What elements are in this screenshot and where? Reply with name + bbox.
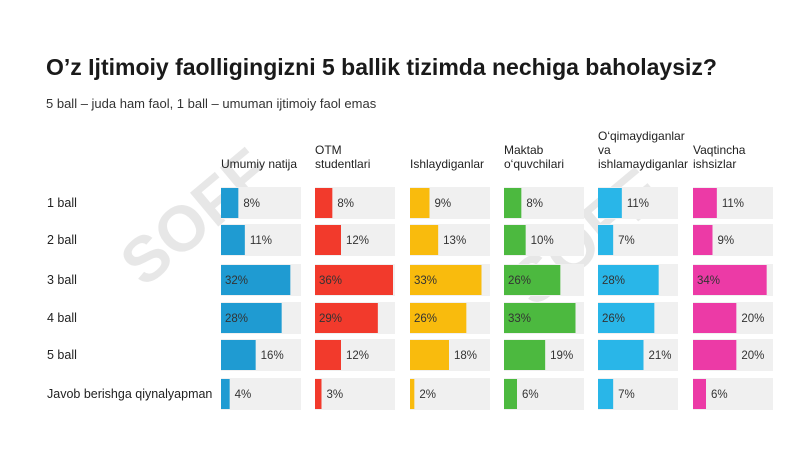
data-label: 8%	[337, 198, 354, 210]
row-label: Javob berishga qiynalyapman	[47, 387, 212, 401]
data-label: 11%	[722, 198, 744, 210]
chart-title: O’z Ijtimoiy faolligingizni 5 ballik tiz…	[46, 54, 717, 80]
row-label: 5 ball	[47, 348, 77, 362]
data-label: 8%	[243, 198, 260, 210]
data-label: 9%	[718, 235, 735, 247]
data-label: 10%	[531, 235, 554, 247]
data-label: 20%	[741, 350, 764, 362]
bar	[504, 379, 517, 409]
data-label: 8%	[526, 198, 543, 210]
bar	[598, 265, 659, 295]
chart-subtitle: 5 ball – juda ham faol, 1 ball – umuman …	[46, 96, 377, 111]
bar	[693, 379, 706, 409]
bar	[315, 340, 341, 370]
bar	[598, 188, 622, 218]
data-label: 28%	[225, 313, 248, 325]
bar	[693, 225, 713, 255]
data-label: 34%	[697, 275, 720, 287]
bar	[410, 379, 415, 409]
data-label: 33%	[414, 275, 437, 287]
bar	[221, 303, 282, 333]
data-label: 36%	[319, 275, 342, 287]
data-label: 32%	[225, 275, 248, 287]
bar	[598, 303, 655, 333]
bar	[410, 225, 439, 255]
column-header: studentlari	[315, 157, 370, 171]
bar	[693, 265, 767, 295]
bar	[315, 379, 322, 409]
data-label: 6%	[522, 389, 539, 401]
bar	[315, 188, 333, 218]
column-header: O‘qimaydiganlar	[598, 129, 685, 143]
column-header: OTM	[315, 143, 342, 157]
data-label: 12%	[346, 235, 369, 247]
data-label: 11%	[250, 235, 272, 247]
bar	[693, 340, 737, 370]
data-label: 9%	[435, 198, 452, 210]
data-label: 7%	[618, 389, 635, 401]
bar	[693, 188, 717, 218]
data-label: 21%	[649, 350, 672, 362]
data-label: 18%	[454, 350, 477, 362]
data-label: 13%	[443, 235, 466, 247]
data-label: 28%	[602, 275, 625, 287]
row-label: 1 ball	[47, 196, 77, 210]
data-label: 12%	[346, 350, 369, 362]
row-label: 4 ball	[47, 311, 77, 325]
column-header: Ishlaydiganlar	[410, 157, 484, 171]
bar	[221, 188, 239, 218]
bar	[410, 188, 430, 218]
data-label: 19%	[550, 350, 573, 362]
data-label: 29%	[319, 313, 342, 325]
data-label: 20%	[741, 313, 764, 325]
column-header: Umumiy natija	[221, 157, 297, 171]
bar	[598, 379, 614, 409]
data-label: 3%	[327, 389, 344, 401]
bar	[221, 265, 291, 295]
data-label: 26%	[602, 313, 625, 325]
data-label: 7%	[618, 235, 635, 247]
cell-background	[693, 378, 773, 410]
data-label: 11%	[627, 198, 649, 210]
data-label: 4%	[235, 389, 252, 401]
data-label: 26%	[414, 313, 437, 325]
row-label: 3 ball	[47, 273, 77, 287]
bar	[504, 188, 522, 218]
data-label: 6%	[711, 389, 728, 401]
bar	[693, 303, 737, 333]
row-label: 2 ball	[47, 233, 77, 247]
bar	[504, 265, 561, 295]
bar	[504, 303, 576, 333]
bar	[504, 225, 526, 255]
column-header: ishsizlar	[693, 157, 736, 171]
bar	[410, 265, 482, 295]
data-label: 26%	[508, 275, 531, 287]
column-header: ishlamaydiganlar	[598, 157, 688, 171]
bar	[221, 225, 245, 255]
data-label: 16%	[261, 350, 284, 362]
bar	[315, 265, 393, 295]
bar	[598, 340, 644, 370]
data-label: 33%	[508, 313, 531, 325]
bar	[315, 225, 341, 255]
bar	[504, 340, 546, 370]
cell-background	[410, 378, 490, 410]
column-header: va	[598, 143, 611, 157]
column-header: Maktab	[504, 143, 544, 157]
bar	[410, 303, 467, 333]
bar	[410, 340, 449, 370]
bar	[221, 379, 230, 409]
column-header: Vaqtincha	[693, 143, 746, 157]
cell-background	[221, 378, 301, 410]
cell-background	[504, 378, 584, 410]
bar	[598, 225, 614, 255]
data-label: 2%	[419, 389, 436, 401]
column-header: o‘quvchilari	[504, 157, 564, 171]
bar	[315, 303, 378, 333]
bar	[221, 340, 256, 370]
cell-background	[315, 378, 395, 410]
